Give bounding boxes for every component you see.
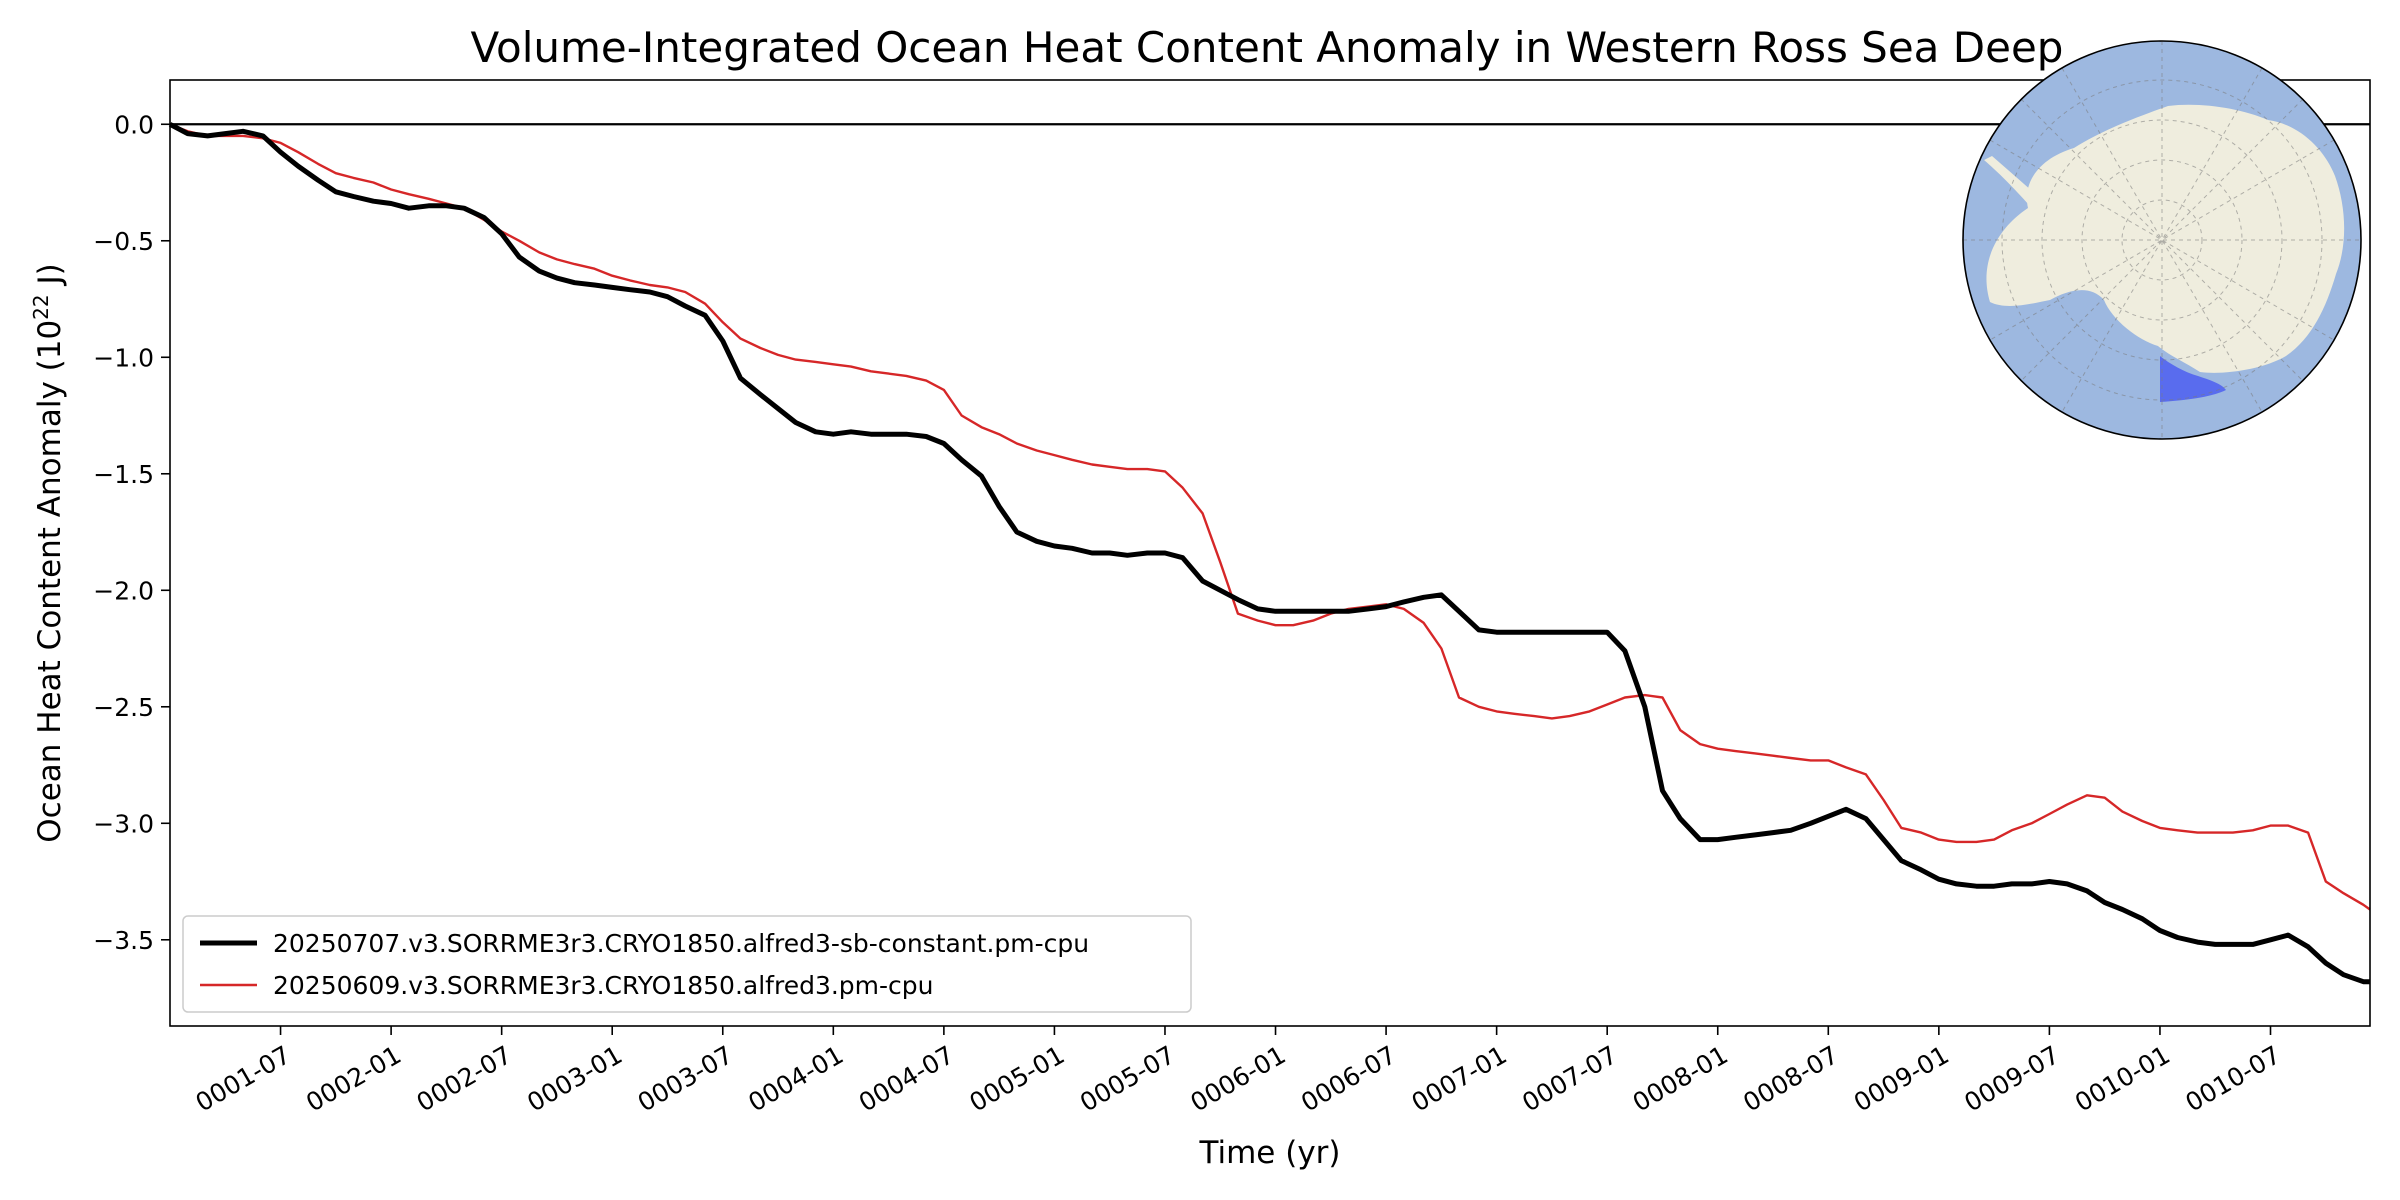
y-tick-label: −1.5 — [93, 460, 154, 489]
x-tick-label: 0010-07 — [2181, 1040, 2286, 1117]
x-tick-label: 0006-01 — [1186, 1040, 1291, 1117]
x-tick-label: 0002-01 — [301, 1040, 406, 1117]
x-tick-label: 0008-01 — [1628, 1040, 1733, 1117]
series-layer — [168, 122, 2371, 985]
y-axis-title-main: Ocean Heat Content Anomaly (10 — [32, 320, 68, 843]
x-axis: 0001-07 0002-01 0002-07 0003-01 0003-07 0004-… — [191, 1026, 2286, 1117]
y-axis-title: Ocean Heat Content Anomaly (1022 J) — [29, 263, 68, 842]
x-tick-label: 0003-01 — [522, 1040, 627, 1117]
x-tick-label: 0005-01 — [964, 1040, 1069, 1117]
series-line-1 — [168, 122, 2370, 985]
x-tick-label: 0009-07 — [1959, 1040, 2064, 1117]
x-tick-label: 0004-07 — [854, 1040, 959, 1117]
y-axis-title-exponent: 22 — [29, 294, 53, 319]
x-tick-label: 0004-01 — [743, 1040, 848, 1117]
map-graticule — [1963, 41, 2361, 439]
x-tick-label: 0001-07 — [191, 1040, 296, 1117]
antarctica-landmass — [1984, 104, 2345, 373]
y-tick-label: −3.5 — [93, 926, 154, 955]
legend: 20250707.v3.SORRME3r3.CRYO1850.alfred3-s… — [182, 915, 1192, 1013]
x-axis-title: Time (yr) — [1199, 1135, 1341, 1171]
inset-map-border — [1962, 40, 2362, 440]
plot-frame — [169, 79, 2371, 1027]
x-tick-label: 0007-01 — [1407, 1040, 1512, 1117]
x-tick-label: 0006-07 — [1296, 1040, 1401, 1117]
chart-title: Volume-Integrated Ocean Heat Content Ano… — [471, 23, 2064, 72]
y-tick-label: −1.0 — [93, 343, 154, 372]
x-tick-label: 0007-07 — [1517, 1040, 1622, 1117]
y-axis-title-unit: J) — [32, 263, 68, 294]
y-tick-label: 0.0 — [114, 110, 154, 139]
series-line-2 — [169, 123, 2371, 911]
antarctica-inset-map — [1962, 40, 2362, 440]
y-tick-label: −2.0 — [93, 576, 154, 605]
y-tick-label: −0.5 — [93, 227, 154, 256]
legend-box — [182, 915, 1192, 1013]
western-ross-sea-deep-region — [2160, 356, 2226, 402]
y-tick-label: −3.0 — [93, 809, 154, 838]
x-tick-label: 0009-01 — [1849, 1040, 1954, 1117]
x-tick-label: 0002-07 — [412, 1040, 517, 1117]
x-tick-label: 0003-07 — [633, 1040, 738, 1117]
x-tick-label: 0010-01 — [2070, 1040, 2175, 1117]
x-tick-label: 0005-07 — [1075, 1040, 1180, 1117]
y-tick-label: −2.5 — [93, 693, 154, 722]
y-axis: 0.0 −0.5 −1.0 −1.5 −2.0 −2.5 −3.0 −3.5 — [93, 110, 170, 955]
legend-label-series-1: 20250707.v3.SORRME3r3.CRYO1850.alfred3-s… — [273, 929, 1089, 958]
legend-label-series-2: 20250609.v3.SORRME3r3.CRYO1850.alfred3.p… — [273, 971, 934, 1000]
x-tick-label: 0008-07 — [1738, 1040, 1843, 1117]
